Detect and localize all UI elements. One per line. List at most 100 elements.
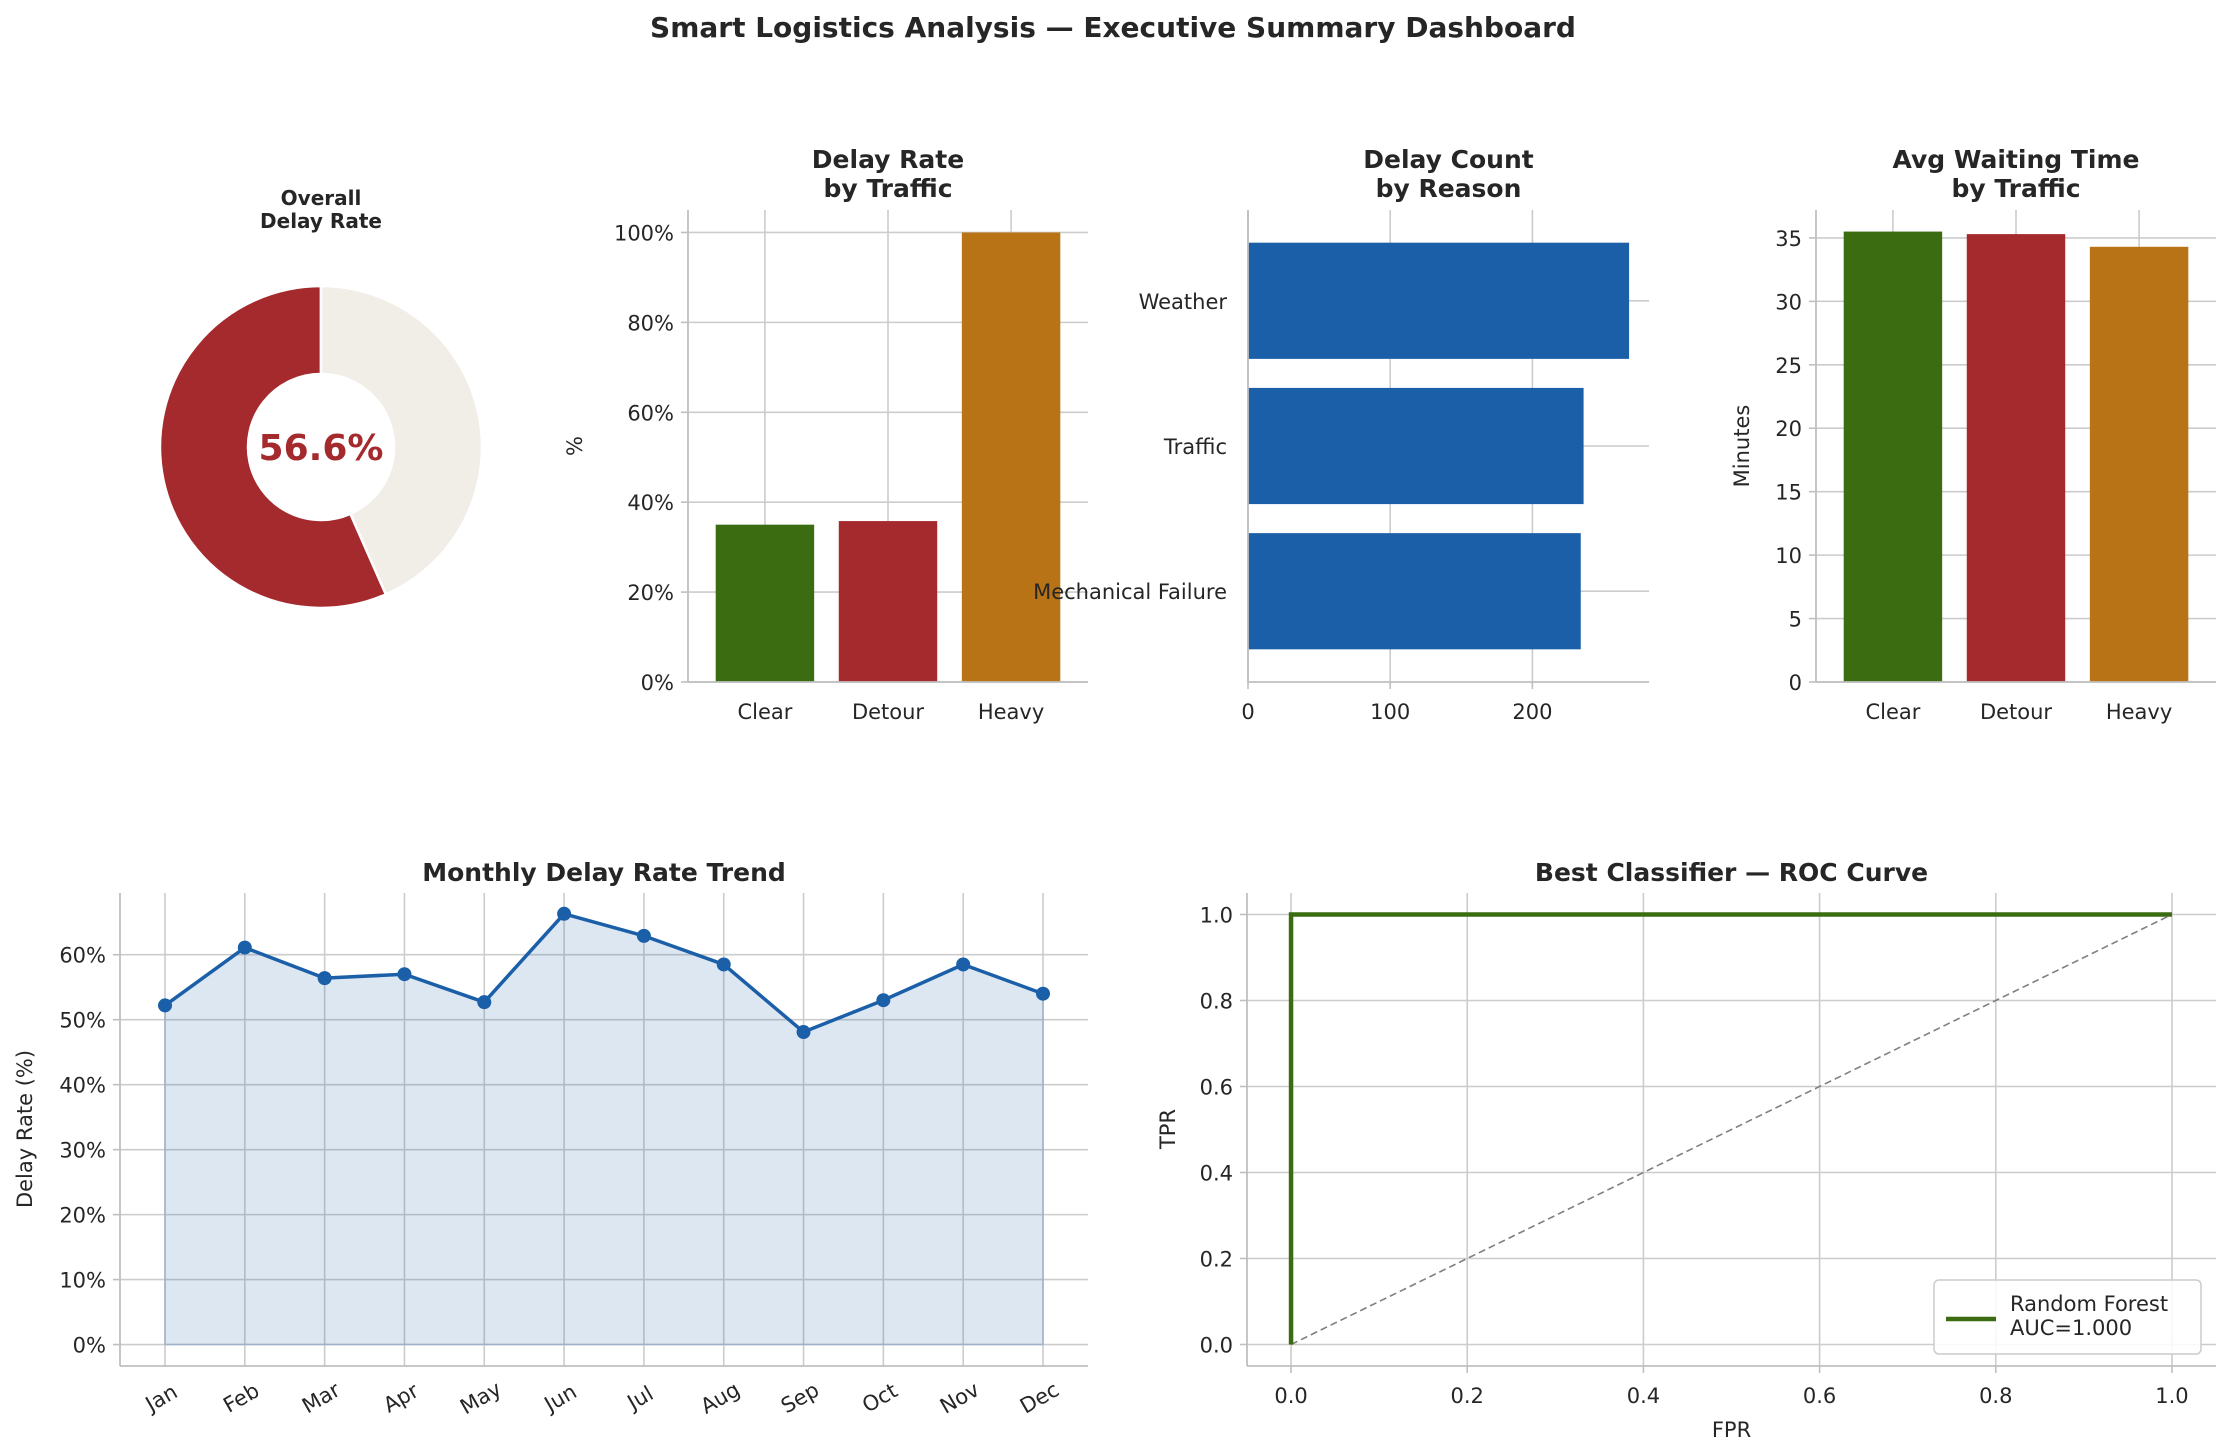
y-tick-label: 0.6 <box>1200 1076 1233 1100</box>
delay_rate_traffic-chart: 0% 20% 40% 60% 80% 100% Clear Detour Heavy Delay … <box>563 145 1088 724</box>
x-axis-label: FPR <box>1712 1418 1751 1442</box>
x-tick-label: 1.0 <box>2155 1384 2188 1408</box>
delay-count-title-line: Delay Count <box>1363 145 1533 174</box>
x-tick-label: 0.0 <box>1274 1384 1307 1408</box>
x-tick-label: 0.2 <box>1451 1384 1484 1408</box>
y-tick-label: 60% <box>627 401 674 425</box>
monthly-trend-chart: 0% 10% 20% 30% 40% 50% 60% Jan Feb Mar Apr May Jun Ju… <box>13 858 1088 1419</box>
donut-slice <box>319 284 484 597</box>
x-tick-label: Jan <box>140 1379 182 1417</box>
trend-line <box>163 911 1044 1035</box>
y-tick-label: Traffic <box>1163 435 1227 459</box>
x-tick-label: Heavy <box>2106 700 2172 724</box>
x-tick-label: Clear <box>737 700 792 724</box>
x-tick-label: Mar <box>298 1377 345 1418</box>
trend-area <box>164 912 1044 1346</box>
trend-point <box>956 957 971 972</box>
x-tick-label: Nov <box>936 1377 984 1418</box>
y-axis-label: Minutes <box>1730 405 1754 488</box>
x-tick-label: 200 <box>1512 700 1552 724</box>
x-tick-label: 0.8 <box>1979 1384 2012 1408</box>
bar <box>1248 533 1581 650</box>
y-tick-label: 15 <box>1775 481 1802 505</box>
y-tick-label: 0.2 <box>1200 1248 1233 1272</box>
x-tick-label: Detour <box>852 700 924 724</box>
delay-count-title-line: by Reason <box>1376 174 1522 203</box>
bar <box>2089 246 2189 682</box>
bar <box>1843 231 1943 682</box>
trend-point <box>317 971 332 986</box>
y-tick-label: 60% <box>59 944 106 968</box>
trend-point <box>636 928 651 943</box>
y-tick-label: 20% <box>627 581 674 605</box>
bar <box>1966 234 2066 682</box>
legend-label: Random Forest <box>2010 1292 2168 1316</box>
y-tick-label: 10% <box>59 1269 106 1293</box>
trend-point <box>716 957 731 972</box>
x-tick-label: Jun <box>539 1379 581 1417</box>
y-tick-label: 20% <box>59 1204 106 1228</box>
trend-point <box>1036 986 1050 1001</box>
trend-point <box>237 940 252 955</box>
bar <box>1248 242 1630 359</box>
x-tick-label: 0.4 <box>1627 1384 1660 1408</box>
y-axis-label: % <box>563 436 587 456</box>
avg_wait_traffic-title-line: Avg Waiting Time <box>1892 145 2139 174</box>
y-tick-label: 0 <box>1789 671 1802 695</box>
y-tick-label: 0.8 <box>1200 990 1233 1014</box>
y-tick-label: 0% <box>641 671 674 695</box>
y-tick-label: 1.0 <box>1200 904 1233 928</box>
trend-point <box>557 906 572 921</box>
delay-count-chart: 0 100 200 Weather Traffic Mechanical Failure D… <box>1033 145 1649 724</box>
y-tick-label: 30 <box>1775 290 1802 314</box>
y-tick-label: 40% <box>627 491 674 515</box>
y-tick-label: 80% <box>627 311 674 335</box>
avg_wait_traffic-title-line: by Traffic <box>1951 174 2080 203</box>
chance-diagonal-line <box>1290 913 2173 1346</box>
y-tick-label: 0.0 <box>1200 1334 1233 1358</box>
bar <box>1248 387 1584 505</box>
x-tick-label: Sep <box>777 1378 823 1419</box>
trend-point <box>397 967 412 982</box>
roc-chart: 0.0 0.2 0.4 0.6 0.8 1.0 0.0 0.2 0.4 0.6 0.8 1.0 Best… <box>1156 858 2216 1442</box>
y-tick-label: 5 <box>1789 608 1802 632</box>
x-tick-label: Heavy <box>978 700 1044 724</box>
y-tick-label: 100% <box>614 221 674 245</box>
y-tick-label: 50% <box>59 1009 106 1033</box>
bar <box>715 524 815 682</box>
y-tick-label: 35 <box>1775 227 1802 251</box>
trend-point <box>876 993 891 1008</box>
bar <box>838 521 938 682</box>
y-tick-label: Weather <box>1139 290 1228 314</box>
roc-curve-line <box>1288 912 2172 1345</box>
y-tick-label: 0.4 <box>1200 1162 1233 1186</box>
x-tick-label: Oct <box>858 1378 901 1417</box>
donut-title-line: Overall <box>281 186 362 210</box>
donut-slice <box>158 284 388 610</box>
x-tick-label: May <box>456 1377 506 1419</box>
x-tick-label: Apr <box>379 1378 423 1417</box>
y-tick-label: 20 <box>1775 417 1802 441</box>
monthly-trend-title: Monthly Delay Rate Trend <box>422 858 786 887</box>
trend-point <box>477 995 492 1010</box>
x-tick-label: Feb <box>219 1378 263 1417</box>
y-tick-label: 25 <box>1775 354 1802 378</box>
x-tick-label: 0.6 <box>1803 1384 1836 1408</box>
x-tick-label: Detour <box>1980 700 2052 724</box>
y-axis-label: Delay Rate (%) <box>13 1050 37 1208</box>
trend-point <box>158 998 172 1013</box>
legend-frame <box>1933 1279 2202 1355</box>
y-axis-label: TPR <box>1156 1109 1180 1150</box>
x-tick-label: 100 <box>1370 700 1410 724</box>
y-tick-label: 0% <box>73 1334 106 1358</box>
x-tick-label: 0 <box>1241 700 1254 724</box>
roc-title: Best Classifier — ROC Curve <box>1535 858 1928 887</box>
y-tick-label: Mechanical Failure <box>1033 580 1227 604</box>
legend-label: AUC=1.000 <box>2010 1316 2132 1340</box>
delay_rate_traffic-title-line: by Traffic <box>823 174 952 203</box>
x-tick-label: Jul <box>622 1381 658 1415</box>
donut-title-line: Delay Rate <box>260 209 382 233</box>
